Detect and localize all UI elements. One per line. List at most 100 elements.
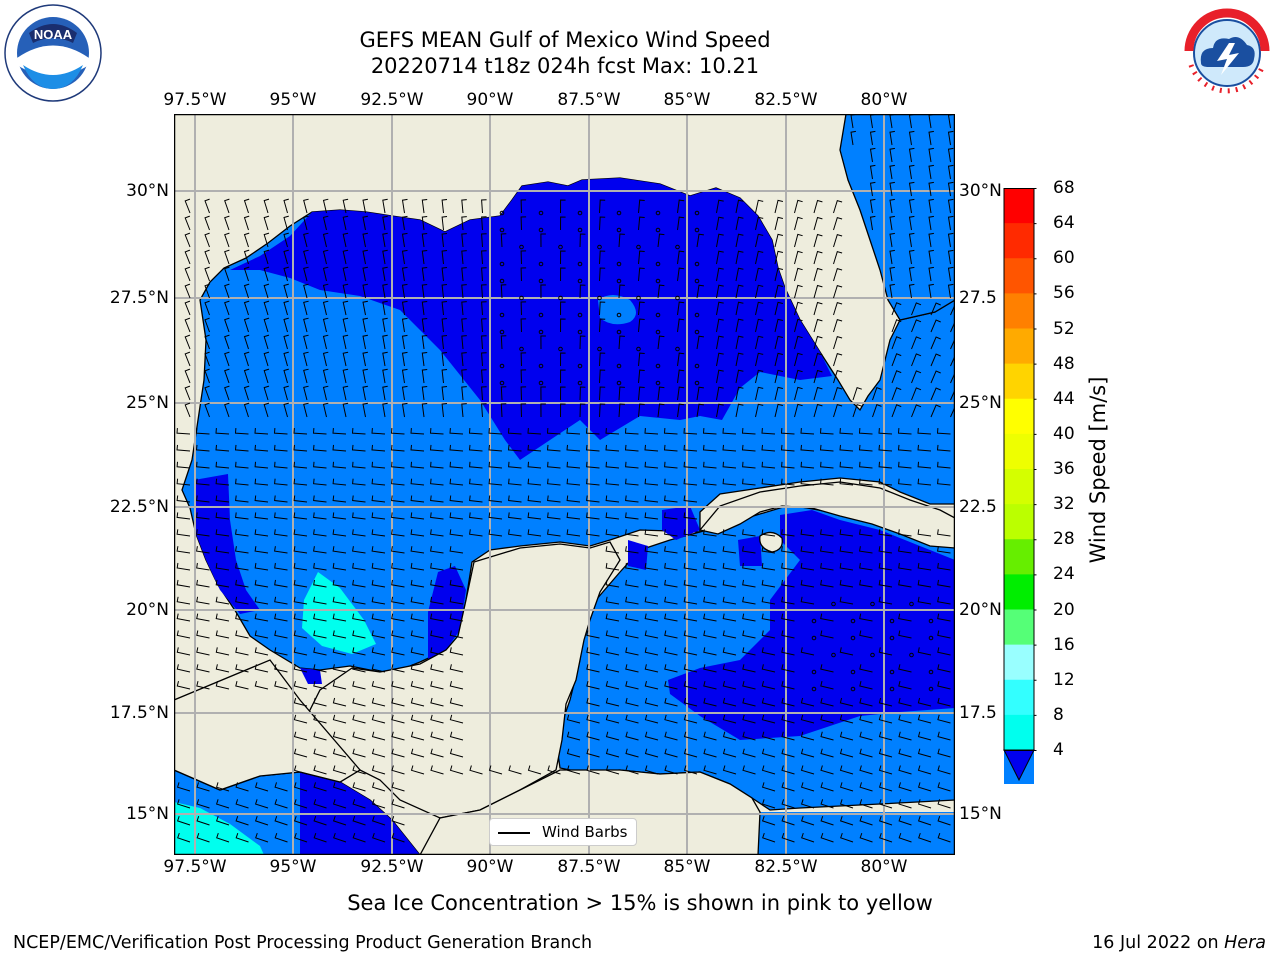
wind-barb	[917, 428, 932, 435]
wind-barb	[937, 562, 951, 571]
wind-barb	[878, 478, 893, 486]
wind-barb	[560, 216, 566, 231]
wind-barb	[917, 765, 932, 775]
wind-barb	[722, 562, 737, 571]
colorbar-band	[1004, 433, 1034, 470]
wind-barb	[469, 478, 483, 486]
wind-barb	[332, 664, 347, 673]
calm-circle	[499, 363, 505, 369]
wind-barb	[898, 630, 912, 639]
wind-barb	[878, 647, 893, 656]
wind-barb	[235, 630, 249, 639]
wind-barb	[625, 512, 639, 520]
colorbar-tick-label: 36	[1053, 459, 1075, 479]
wind-barb	[774, 301, 784, 316]
wind-barb	[898, 461, 912, 469]
wind-barb	[382, 232, 388, 248]
calm-circle	[538, 363, 544, 369]
wind-barb	[410, 596, 425, 605]
wind-barb	[579, 386, 586, 401]
wind-barb	[930, 370, 941, 384]
wind-barb	[742, 647, 756, 656]
wind-barb	[664, 529, 678, 537]
wind-barb	[461, 199, 467, 214]
wind-barb	[813, 199, 823, 214]
wind-barb	[293, 816, 308, 826]
wind-barb	[527, 428, 542, 435]
wind-barb	[488, 478, 503, 486]
wind-barb	[313, 832, 327, 843]
wind-barb	[859, 478, 873, 486]
wind-barb	[449, 731, 464, 741]
wind-barb	[215, 478, 230, 486]
wind-barb	[196, 461, 210, 469]
wind-barb	[898, 546, 912, 554]
wind-barb	[546, 428, 561, 435]
wind-barb	[235, 680, 249, 690]
wind-barb	[839, 579, 854, 588]
wind-barb	[638, 267, 645, 282]
wind-barb	[401, 368, 408, 384]
wind-barb	[390, 428, 405, 435]
colorbar-tick-label: 28	[1053, 529, 1075, 550]
wind-barb	[585, 428, 600, 435]
wind-barb	[878, 816, 893, 826]
wind-barb	[254, 647, 269, 656]
wind-barb	[774, 250, 784, 265]
wind-barb	[774, 403, 784, 418]
wind-barb	[839, 461, 854, 469]
wind-barb	[391, 613, 405, 622]
wind-barb	[840, 832, 854, 843]
wind-barb	[781, 697, 795, 707]
wind-barb	[196, 680, 210, 690]
wind-barb	[481, 199, 487, 214]
wind-barb	[274, 596, 288, 605]
wind-barb	[566, 731, 581, 741]
calm-circle	[597, 295, 602, 301]
wind-barb	[430, 680, 444, 690]
wind-barb	[371, 512, 386, 520]
wind-barb	[781, 748, 795, 758]
wind-barb	[755, 335, 764, 350]
wind-barb	[683, 428, 698, 435]
wind-barb	[293, 782, 308, 792]
wind-barb	[605, 596, 620, 605]
lon-label-bottom: 85°W	[663, 857, 711, 877]
wind-barb	[352, 832, 366, 843]
calm-circle	[850, 686, 856, 692]
wind-barb	[508, 495, 522, 503]
wind-barb	[441, 403, 448, 418]
wind-barb	[488, 495, 503, 503]
wind-barb	[800, 816, 815, 826]
wind-barb	[449, 613, 464, 622]
wind-barb	[625, 478, 639, 486]
wind-barb	[508, 461, 522, 469]
wind-barb	[332, 714, 347, 724]
wind-barb	[638, 250, 645, 265]
wind-barb	[449, 647, 464, 656]
wind-barb	[342, 351, 349, 367]
wind-barb	[898, 562, 912, 571]
wind-barb	[839, 799, 854, 809]
calm-circle	[577, 261, 583, 267]
wind-barb	[605, 444, 620, 452]
calm-region-yucatan	[662, 506, 700, 540]
wind-barb	[195, 444, 210, 452]
wind-barb	[898, 799, 912, 809]
wind-barb	[833, 250, 843, 265]
wind-barb	[735, 369, 744, 384]
wind-barb	[683, 680, 698, 690]
wind-barb	[819, 428, 834, 435]
wind-barb	[235, 832, 249, 843]
wind-barb	[625, 495, 639, 503]
wind-barb	[937, 714, 951, 724]
wind-barb	[889, 283, 895, 299]
calm-circle	[538, 210, 544, 216]
wind-barb	[352, 546, 366, 554]
wind-barb	[937, 765, 951, 775]
wind-barb	[644, 664, 659, 673]
wind-barb	[638, 216, 645, 231]
wind-barb	[243, 385, 250, 401]
wind-barb	[703, 680, 717, 690]
wind-barb	[382, 300, 388, 316]
